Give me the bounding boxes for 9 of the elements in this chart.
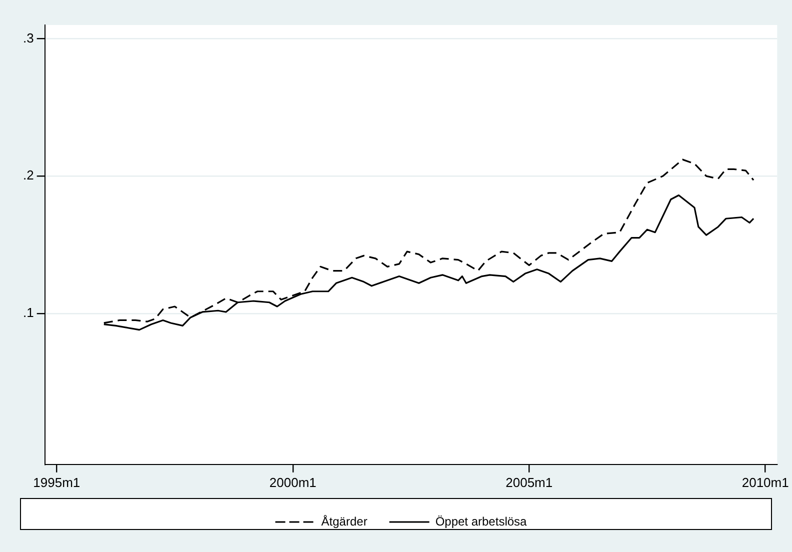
y-tick-label: .3 <box>23 30 34 46</box>
x-tick-label: 1995m1 <box>33 474 80 490</box>
legend-label: Öppet arbetslösa <box>435 514 528 528</box>
x-tick-label: 2010m1 <box>742 474 789 490</box>
y-tick-label: .1 <box>23 304 34 320</box>
x-tick-label: 2000m1 <box>269 474 316 490</box>
y-tick-label: .2 <box>23 168 34 183</box>
legend-label: Åtgärder <box>321 514 368 528</box>
x-tick-label: 2005m1 <box>506 474 553 490</box>
